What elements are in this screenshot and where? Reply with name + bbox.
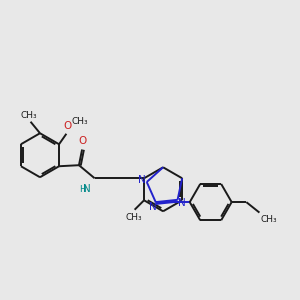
Text: O: O [63,121,71,131]
Text: N: N [149,202,157,212]
Text: N: N [178,198,185,208]
Text: CH₃: CH₃ [260,215,277,224]
Text: H: H [79,184,86,194]
Text: N: N [83,184,91,194]
Text: CH₃: CH₃ [20,111,37,120]
Text: O: O [79,136,87,146]
Text: N: N [138,176,146,185]
Text: CH₃: CH₃ [126,213,142,222]
Text: CH₃: CH₃ [72,117,88,126]
